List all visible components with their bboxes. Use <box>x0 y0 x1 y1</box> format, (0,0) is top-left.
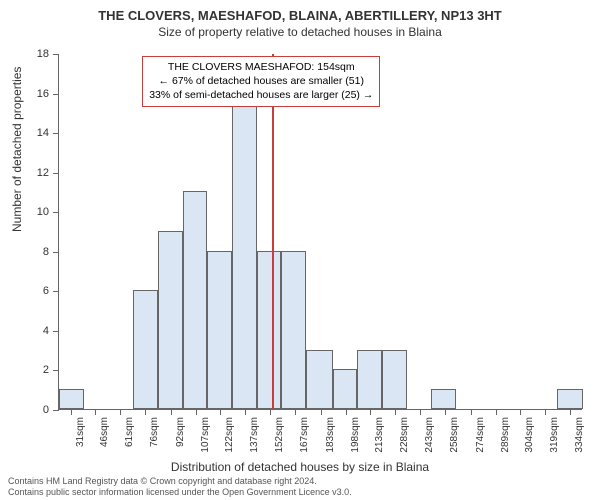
y-tick <box>53 410 59 411</box>
x-tick-label: 122sqm <box>224 417 235 453</box>
x-tick-label: 228sqm <box>399 417 410 453</box>
histogram-bar <box>382 350 407 409</box>
x-tick <box>496 409 497 415</box>
x-tick-label: 304sqm <box>524 417 535 453</box>
histogram-bar <box>357 350 382 409</box>
x-tick-label: 334sqm <box>574 417 585 453</box>
y-tick-label: 12 <box>37 167 49 179</box>
y-tick <box>53 54 59 55</box>
x-tick-label: 31sqm <box>75 417 86 447</box>
x-tick <box>145 409 146 415</box>
y-tick-label: 4 <box>43 325 49 337</box>
x-tick-label: 198sqm <box>350 417 361 453</box>
x-tick-label: 319sqm <box>549 417 560 453</box>
histogram-bar <box>281 251 306 409</box>
x-axis-label: Distribution of detached houses by size … <box>0 460 600 474</box>
attribution-line2: Contains public sector information licen… <box>8 487 352 498</box>
histogram-bar <box>333 369 358 409</box>
histogram-bar <box>133 290 158 409</box>
y-tick-label: 14 <box>37 127 49 139</box>
plot-area: 02468101214161831sqm46sqm61sqm76sqm92sqm… <box>58 54 582 410</box>
x-tick <box>245 409 246 415</box>
x-tick-label: 107sqm <box>200 417 211 453</box>
x-tick <box>370 409 371 415</box>
histogram-bar <box>431 389 456 409</box>
y-tick <box>53 173 59 174</box>
x-tick <box>196 409 197 415</box>
x-tick-label: 213sqm <box>374 417 385 453</box>
x-tick <box>545 409 546 415</box>
callout-line1: THE CLOVERS MAESHAFOD: 154sqm <box>149 60 373 74</box>
x-tick-label: 183sqm <box>325 417 336 453</box>
x-tick-label: 137sqm <box>249 417 260 453</box>
histogram-bar <box>207 251 232 409</box>
x-tick <box>520 409 521 415</box>
x-tick-label: 258sqm <box>449 417 460 453</box>
x-tick <box>570 409 571 415</box>
chart-title: THE CLOVERS, MAESHAFOD, BLAINA, ABERTILL… <box>0 0 600 23</box>
histogram-bar <box>59 389 84 409</box>
callout-box: THE CLOVERS MAESHAFOD: 154sqm ← 67% of d… <box>142 56 380 107</box>
histogram-bar <box>306 350 332 409</box>
x-tick <box>171 409 172 415</box>
x-tick-label: 152sqm <box>274 417 285 453</box>
x-tick <box>95 409 96 415</box>
y-tick-label: 18 <box>37 48 49 60</box>
y-axis-label: Number of detached properties <box>10 67 24 232</box>
histogram-bar <box>557 389 583 409</box>
y-tick-label: 2 <box>43 364 49 376</box>
x-tick-label: 92sqm <box>175 417 186 447</box>
x-tick-label: 61sqm <box>124 417 135 447</box>
x-tick <box>420 409 421 415</box>
y-tick <box>53 94 59 95</box>
y-tick <box>53 331 59 332</box>
x-tick-label: 46sqm <box>99 417 110 447</box>
y-tick <box>53 252 59 253</box>
histogram-bar <box>257 251 282 409</box>
histogram-bar <box>232 93 257 409</box>
y-tick <box>53 291 59 292</box>
y-tick-label: 0 <box>43 404 49 416</box>
callout-line3: 33% of semi-detached houses are larger (… <box>149 88 373 102</box>
x-tick-label: 274sqm <box>475 417 486 453</box>
attribution: Contains HM Land Registry data © Crown c… <box>8 476 352 498</box>
x-tick-label: 289sqm <box>500 417 511 453</box>
callout-line2: ← 67% of detached houses are smaller (51… <box>149 74 373 88</box>
x-tick <box>471 409 472 415</box>
y-tick-label: 16 <box>37 88 49 100</box>
x-tick <box>220 409 221 415</box>
y-tick-label: 8 <box>43 246 49 258</box>
chart-subtitle: Size of property relative to detached ho… <box>0 23 600 39</box>
y-tick <box>53 133 59 134</box>
y-tick <box>53 212 59 213</box>
x-tick-label: 76sqm <box>149 417 160 447</box>
x-tick-label: 167sqm <box>299 417 310 453</box>
histogram-bar <box>158 231 183 409</box>
x-tick <box>120 409 121 415</box>
attribution-line1: Contains HM Land Registry data © Crown c… <box>8 476 352 487</box>
x-tick <box>346 409 347 415</box>
histogram-bar <box>183 191 208 409</box>
x-tick <box>270 409 271 415</box>
x-tick <box>71 409 72 415</box>
marker-line <box>272 54 274 409</box>
x-tick <box>321 409 322 415</box>
plot-wrap: 02468101214161831sqm46sqm61sqm76sqm92sqm… <box>58 54 582 410</box>
x-tick <box>395 409 396 415</box>
y-tick-label: 6 <box>43 285 49 297</box>
y-tick <box>53 370 59 371</box>
x-tick-label: 243sqm <box>424 417 435 453</box>
x-tick <box>295 409 296 415</box>
x-tick <box>445 409 446 415</box>
y-tick-label: 10 <box>37 206 49 218</box>
